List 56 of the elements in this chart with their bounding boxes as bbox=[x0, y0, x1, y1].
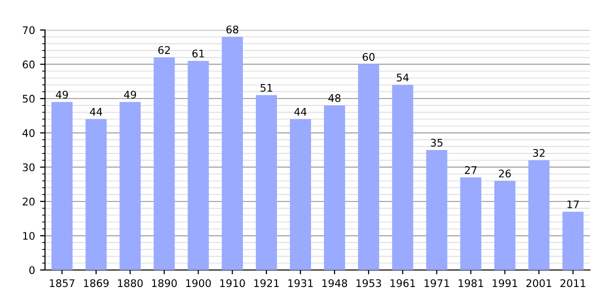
x-tick-label: 1961 bbox=[390, 279, 415, 288]
data-label: 32 bbox=[533, 149, 544, 157]
x-tick-label: 1948 bbox=[322, 279, 348, 288]
data-label: 17 bbox=[567, 200, 579, 208]
data-label: 62 bbox=[158, 46, 170, 54]
x-tick-label: 2011 bbox=[560, 279, 586, 288]
x-tick-label: 1921 bbox=[254, 279, 279, 288]
bar bbox=[290, 119, 312, 270]
bar bbox=[51, 102, 73, 270]
x-tick-label: 1931 bbox=[288, 279, 313, 288]
data-label: 44 bbox=[294, 108, 307, 116]
bar bbox=[86, 119, 107, 270]
x-tick-label: 1910 bbox=[220, 279, 245, 288]
y-tick-label: 60 bbox=[22, 60, 35, 68]
bar bbox=[392, 84, 414, 270]
bar bbox=[528, 160, 550, 270]
bar bbox=[188, 60, 209, 270]
bar bbox=[426, 150, 448, 270]
x-tick-label: 2001 bbox=[526, 279, 552, 288]
y-tick-label: 10 bbox=[23, 232, 35, 240]
data-label: 44 bbox=[90, 108, 102, 116]
y-tick-label: 20 bbox=[22, 198, 35, 206]
bar bbox=[256, 95, 277, 270]
x-tick-label: 1953 bbox=[356, 279, 382, 288]
x-tick-label: 1857 bbox=[50, 279, 74, 288]
x-tick-label: 1869 bbox=[84, 279, 109, 288]
x-tick-label: 1890 bbox=[152, 279, 177, 288]
y-tick-label: 0 bbox=[29, 266, 35, 274]
y-tick-label: 70 bbox=[22, 26, 35, 34]
data-label: 26 bbox=[498, 170, 511, 178]
bar bbox=[460, 177, 482, 270]
bar bbox=[494, 180, 516, 270]
bar bbox=[358, 64, 380, 270]
data-label: 68 bbox=[226, 26, 238, 34]
bar bbox=[324, 105, 346, 270]
x-tick-label: 1971 bbox=[424, 279, 450, 288]
bar bbox=[222, 36, 243, 270]
data-label: 60 bbox=[362, 53, 375, 61]
bar bbox=[154, 57, 175, 270]
data-label: 27 bbox=[464, 166, 477, 174]
data-label: 54 bbox=[396, 74, 409, 82]
x-tick-label: 1900 bbox=[186, 279, 211, 288]
data-label: 35 bbox=[430, 138, 442, 147]
data-label: 49 bbox=[56, 90, 68, 99]
data-label: 51 bbox=[260, 84, 272, 92]
x-tick-label: 1981 bbox=[458, 279, 484, 288]
data-label: 48 bbox=[328, 94, 340, 102]
data-label: 61 bbox=[192, 50, 204, 58]
bar bbox=[120, 102, 141, 270]
y-tick-label: 50 bbox=[22, 94, 35, 103]
bar bbox=[562, 212, 584, 270]
x-tick-label: 1880 bbox=[118, 279, 143, 288]
x-tick-label: 1991 bbox=[492, 279, 518, 288]
y-tick-label: 40 bbox=[22, 129, 35, 137]
y-tick-label: 30 bbox=[22, 163, 35, 172]
data-label: 49 bbox=[124, 90, 136, 99]
